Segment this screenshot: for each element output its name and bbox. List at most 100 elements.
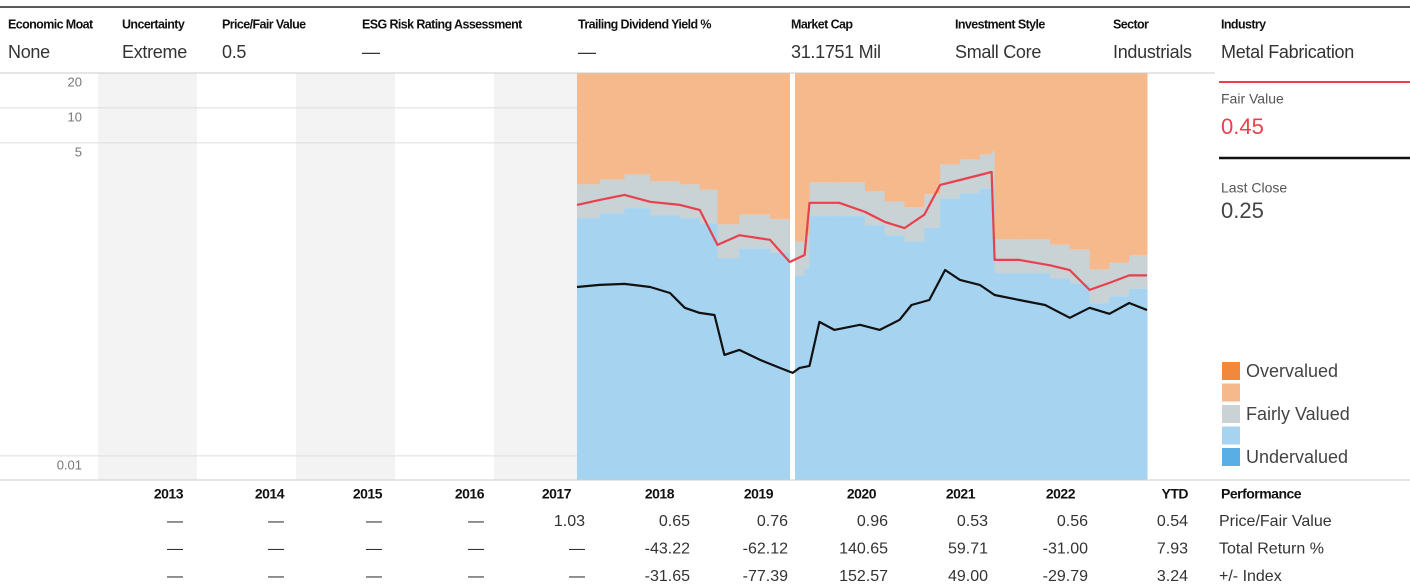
band-fair — [624, 174, 651, 209]
y-tick-label: 5 — [75, 144, 82, 159]
band-overvalued — [717, 73, 740, 225]
year-label: 2020 — [847, 486, 877, 502]
band-overvalued — [624, 73, 651, 175]
band-undervalued — [994, 273, 1020, 480]
table-value: — — [468, 513, 484, 530]
table-value: 0.65 — [659, 513, 690, 530]
table-value: — — [268, 541, 284, 558]
table-value: 3.24 — [1157, 568, 1188, 585]
band-undervalued — [924, 227, 941, 480]
band-fair — [650, 181, 681, 216]
band-overvalued — [1089, 73, 1110, 270]
header-value: 31.1751 Mil — [791, 42, 881, 62]
band-fair — [1050, 244, 1071, 279]
column-shade — [296, 73, 395, 480]
column-shade — [98, 73, 197, 480]
band-overvalued — [839, 73, 866, 183]
table-value: — — [366, 513, 382, 530]
band-overvalued — [884, 73, 906, 202]
fair-value: 0.45 — [1221, 114, 1264, 139]
table-value: 140.65 — [839, 541, 888, 558]
band-overvalued — [979, 73, 993, 155]
table-value: 0.56 — [1057, 513, 1088, 530]
band-fair — [739, 214, 771, 249]
legend-swatch — [1222, 362, 1240, 380]
band-overvalued — [739, 73, 771, 215]
band-overvalued — [769, 73, 791, 220]
band-fair — [1019, 239, 1051, 274]
legend-label: Fairly Valued — [1246, 404, 1350, 424]
legend-swatch — [1222, 448, 1240, 466]
row-label: Price/Fair Value — [1219, 513, 1332, 530]
year-gap — [790, 73, 795, 480]
table-value: 0.96 — [857, 513, 888, 530]
table-value: — — [268, 513, 284, 530]
band-fair — [884, 201, 906, 236]
header-value: Industrials — [1113, 42, 1192, 62]
table-value: — — [468, 568, 484, 585]
year-label: 2022 — [1046, 486, 1076, 502]
header-label: Economic Moat — [8, 17, 94, 31]
band-overvalued — [994, 73, 1020, 240]
band-undervalued — [1109, 296, 1130, 480]
table-value: -77.39 — [743, 568, 788, 585]
header-value: 0.5 — [222, 42, 246, 62]
band-overvalued — [804, 73, 811, 235]
band-overvalued — [650, 73, 681, 182]
band-overvalued — [1129, 73, 1148, 255]
header-value: None — [8, 42, 50, 62]
band-fair — [804, 234, 811, 269]
band-fair — [769, 219, 791, 253]
year-label: 2014 — [255, 486, 285, 502]
header-value: Extreme — [122, 42, 187, 62]
band-undervalued — [679, 218, 701, 481]
table-value: — — [569, 568, 585, 585]
table-value: 59.71 — [948, 541, 988, 558]
series-line — [576, 170, 1147, 291]
legend-swatch — [1222, 383, 1240, 402]
header-label: Market Cap — [791, 17, 853, 31]
band-overvalued — [1019, 73, 1051, 240]
header-label: Sector — [1113, 17, 1149, 31]
band-overvalued — [809, 73, 840, 183]
last-close-label: Last Close — [1221, 180, 1287, 196]
y-tick-label: 10 — [68, 109, 82, 124]
band-undervalued — [650, 215, 681, 480]
band-undervalued — [1069, 283, 1091, 480]
band-fair — [809, 182, 840, 217]
band-fair — [679, 184, 701, 219]
table-value: -31.65 — [645, 568, 690, 585]
row-label: +/- Index — [1219, 568, 1282, 585]
header-value: — — [362, 42, 380, 62]
band-undervalued — [576, 218, 601, 481]
table-value: -62.12 — [743, 541, 788, 558]
year-label: 2013 — [154, 486, 184, 502]
year-label: 2015 — [353, 486, 383, 502]
table-value: — — [468, 541, 484, 558]
band-undervalued — [979, 188, 993, 480]
band-overvalued — [679, 73, 701, 185]
band-undervalued — [940, 198, 961, 481]
header-label: Price/Fair Value — [222, 17, 306, 31]
table-value: -31.00 — [1043, 541, 1088, 558]
y-tick-label: 20 — [68, 74, 82, 89]
table-value: — — [167, 541, 183, 558]
band-undervalued — [884, 235, 906, 480]
band-fair — [991, 151, 996, 186]
table-value: — — [167, 513, 183, 530]
y-tick-label: 0.01 — [57, 457, 82, 472]
table-value: — — [268, 568, 284, 585]
band-undervalued — [959, 193, 981, 481]
performance-title: Performance — [1221, 486, 1302, 502]
series-line — [576, 268, 1148, 374]
table-value: 1.03 — [554, 513, 585, 530]
band-overvalued — [1109, 73, 1130, 263]
table-value: 152.57 — [839, 568, 888, 585]
band-overvalued — [904, 73, 925, 208]
table-value: 0.54 — [1157, 513, 1188, 530]
band-undervalued — [699, 223, 719, 480]
band-overvalued — [1050, 73, 1071, 245]
band-overvalued — [940, 73, 961, 165]
table-value: -43.22 — [645, 541, 690, 558]
band-overvalued — [699, 73, 719, 190]
